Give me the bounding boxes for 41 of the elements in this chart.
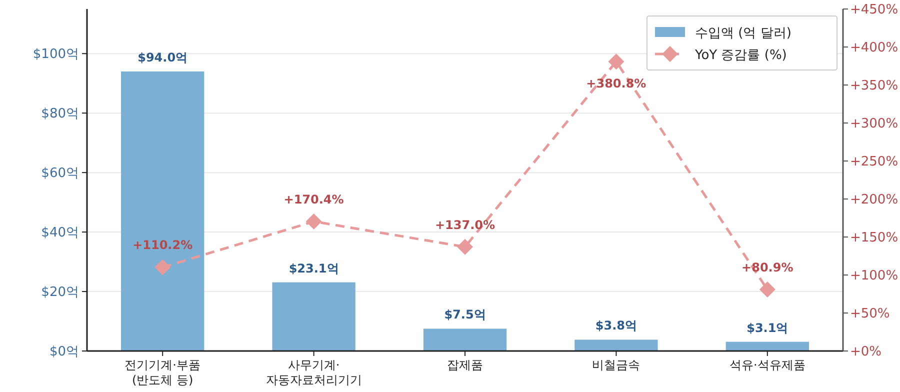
x-tick-label: 전기기계·부품 (반도체 등) (124, 358, 201, 387)
data-label: $7.5억 (444, 308, 486, 322)
legend-label: YoY 증감률 (%) (694, 48, 787, 63)
y2-tick-label: +400% (850, 40, 898, 56)
y-tick-label: $60억 (41, 166, 79, 182)
y2-tick-label: +350% (850, 78, 898, 94)
y2-tick-label: +250% (850, 154, 898, 170)
x-tick-label: 비철금속 (592, 358, 640, 372)
data-label: +137.0% (434, 218, 496, 232)
y2-tick-label: +450% (850, 2, 898, 18)
y-tick-label: $40억 (41, 226, 79, 241)
y2-tick-label: +200% (850, 192, 898, 208)
y2-tick-label: +100% (850, 268, 898, 284)
bar (726, 342, 809, 351)
point (306, 213, 322, 230)
point (154, 259, 171, 276)
data-label: +170.4% (284, 192, 344, 206)
y2-tick-label: +300% (850, 116, 898, 132)
x-tick-label: 석유·석유제품 (729, 358, 806, 372)
point (608, 54, 624, 70)
bar (423, 328, 507, 351)
y-tick-label: $80억 (41, 106, 79, 122)
bar (574, 340, 658, 351)
data-label: $3.1억 (746, 320, 788, 335)
x-tick-label: 잡제품 (447, 358, 483, 372)
data-label: $94.0억 (138, 50, 188, 64)
x-tick-label: 사무기계· 자동자료처리기기 (266, 358, 362, 387)
bar (272, 282, 356, 351)
y-tick-label: $0억 (49, 344, 79, 360)
legend-label: 수입액 (억 달러) (695, 26, 792, 41)
bar (121, 71, 204, 351)
point (759, 282, 776, 298)
data-label: $23.1억 (288, 261, 339, 276)
y-tick-label: $20억 (41, 285, 79, 300)
y2-tick-label: +0% (850, 344, 882, 360)
point (457, 238, 473, 255)
data-label: +110.2% (132, 238, 193, 252)
y2-tick-label: +150% (850, 230, 898, 246)
y-tick-label: $100억 (32, 47, 79, 62)
data-label: $3.8억 (595, 318, 638, 333)
y2-tick-label: +50% (850, 306, 890, 322)
